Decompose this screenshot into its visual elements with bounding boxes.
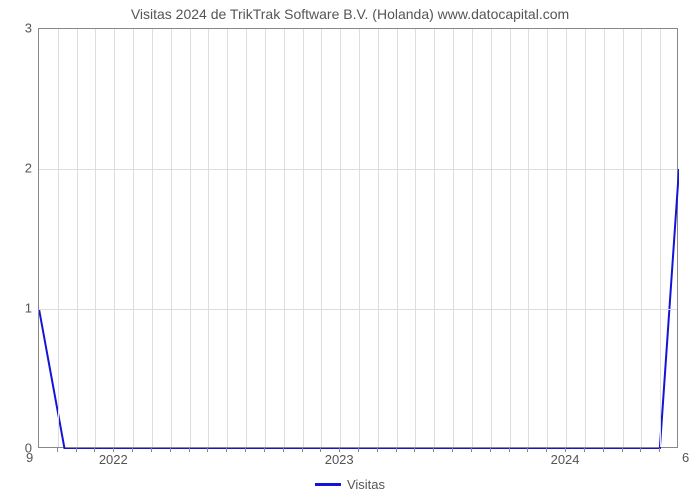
x-tick-mark [170,448,171,452]
x-tick-mark [622,448,623,452]
grid-line-v [397,29,398,447]
grid-line-v [77,29,78,447]
grid-line-v [623,29,624,447]
x-tick-mark [414,448,415,452]
grid-line-v [378,29,379,447]
grid-line-v [114,29,115,447]
legend-swatch [315,483,341,486]
x-tick-mark [320,448,321,452]
x-tick-mark [207,448,208,452]
x-tick-mark [640,448,641,452]
x-tick-mark [659,448,660,452]
grid-line-v [566,29,567,447]
grid-line-v [190,29,191,447]
grid-line-v [491,29,492,447]
grid-line-v [359,29,360,447]
x-tick-mark [603,448,604,452]
x-tick-mark [546,448,547,452]
y-tick-label: 3 [25,21,32,36]
grid-line-v [660,29,661,447]
x-tick-mark [377,448,378,452]
x-tick-mark [302,448,303,452]
grid-line-v [171,29,172,447]
grid-line-v [284,29,285,447]
x-tick-mark [132,448,133,452]
x-tick-mark [471,448,472,452]
grid-line-v [246,29,247,447]
x-tick-mark [490,448,491,452]
x-start-label: 9 [26,450,33,465]
legend: Visitas [315,477,385,492]
x-tick-mark [527,448,528,452]
x-tick-mark [226,448,227,452]
visits-chart: Visitas 2024 de TrikTrak Software B.V. (… [0,0,700,500]
grid-line-v [340,29,341,447]
grid-line-v [528,29,529,447]
y-tick-label: 1 [25,301,32,316]
grid-line-v [641,29,642,447]
grid-line-v [585,29,586,447]
grid-line-h [39,169,677,170]
y-tick-label: 2 [25,161,32,176]
x-tick-mark [358,448,359,452]
grid-line-v [303,29,304,447]
x-tick-mark [283,448,284,452]
x-tick-mark [509,448,510,452]
grid-line-v [95,29,96,447]
grid-line-v [321,29,322,447]
x-tick-mark [76,448,77,452]
grid-line-v [227,29,228,447]
x-tick-mark [264,448,265,452]
grid-line-v [434,29,435,447]
x-tick-mark [94,448,95,452]
x-tick-label: 2022 [99,452,128,467]
grid-line-h [39,309,677,310]
grid-line-v [58,29,59,447]
grid-line-v [133,29,134,447]
grid-line-v [472,29,473,447]
x-tick-label: 2023 [325,452,354,467]
x-tick-mark [433,448,434,452]
x-tick-mark [189,448,190,452]
grid-line-v [208,29,209,447]
x-tick-mark [396,448,397,452]
plot-area [38,28,678,448]
x-tick-mark [584,448,585,452]
grid-line-v [415,29,416,447]
legend-label: Visitas [347,477,385,492]
grid-line-v [265,29,266,447]
x-tick-mark [151,448,152,452]
grid-line-v [152,29,153,447]
grid-line-v [453,29,454,447]
grid-line-v [510,29,511,447]
x-tick-label: 2024 [551,452,580,467]
x-tick-mark [452,448,453,452]
grid-line-v [604,29,605,447]
x-tick-mark [245,448,246,452]
x-tick-mark [57,448,58,452]
x-end-label: 6 [682,450,689,465]
chart-title: Visitas 2024 de TrikTrak Software B.V. (… [0,0,700,22]
grid-line-v [547,29,548,447]
